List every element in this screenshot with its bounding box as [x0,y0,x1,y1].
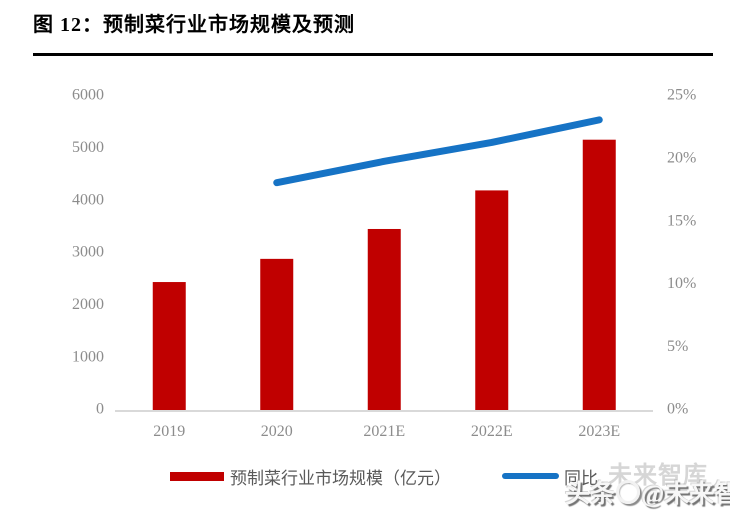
watermark: 头条 @未来智库 [565,474,730,510]
title-divider [33,53,713,56]
bar-2021E [367,228,401,410]
bar-2022E [475,190,509,410]
left-axis-tick: 6000 [72,87,104,104]
right-axis-tick: 20% [667,149,696,166]
left-axis-tick: 4000 [72,191,104,208]
left-axis-tick: 1000 [72,348,104,365]
toutiao-logo-icon [616,480,641,504]
watermark-suffix: @未来智库 [641,481,730,508]
right-axis-tick: 5% [667,338,688,355]
right-axis-tick: 25% [667,87,696,104]
x-axis-label: 2019 [153,423,185,440]
left-axis-tick: 2000 [72,296,104,313]
left-axis-tick: 0 [96,401,104,418]
bar-2019 [152,282,186,410]
growth-line [273,116,603,187]
x-axis-label: 2020 [261,423,293,440]
right-axis-tick: 15% [667,212,696,229]
left-axis-tick: 3000 [72,244,104,261]
x-axis-label: 2021E [363,423,405,440]
bar-2023E [582,139,616,410]
left-axis-tick: 5000 [72,139,104,156]
right-axis-tick: 0% [667,401,688,418]
right-axis-tick: 10% [667,275,696,292]
bar-2020 [260,258,294,410]
x-axis-label: 2023E [578,423,620,440]
figure-title: 图 12：预制菜行业市场规模及预测 [33,14,355,36]
watermark-prefix: 头条 [565,481,616,508]
x-axis-label: 2022E [471,423,513,440]
